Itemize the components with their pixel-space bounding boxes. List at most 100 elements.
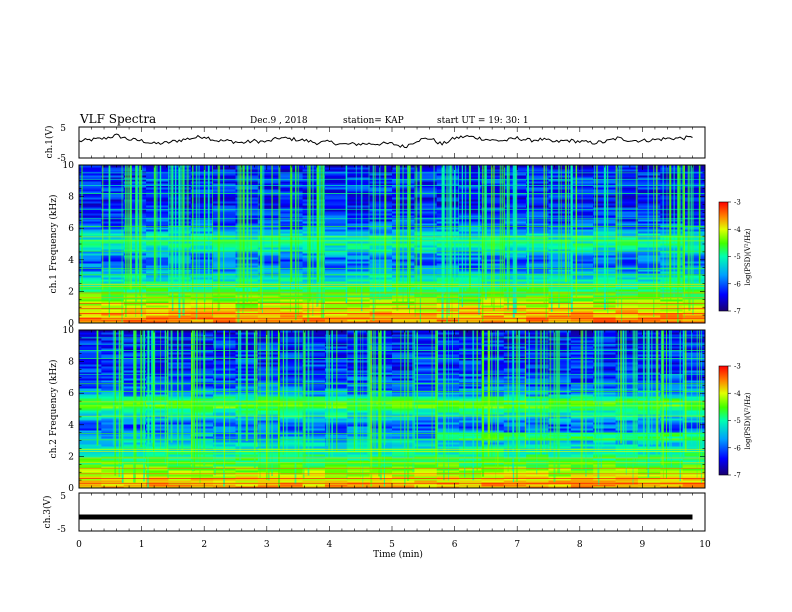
burst-line	[102, 165, 104, 291]
spectrogram-cell	[459, 360, 482, 363]
spectrogram-cell	[637, 468, 661, 471]
spectrogram-cell	[146, 418, 169, 421]
spectrogram-cell	[79, 382, 102, 385]
spectrogram-cell	[168, 330, 192, 333]
spectrogram-cell	[280, 352, 304, 355]
burst-line	[168, 165, 170, 296]
spectrogram-cell	[257, 201, 281, 204]
spectrogram-cell	[101, 173, 125, 176]
spectrogram-cell	[682, 279, 706, 282]
spectrogram-cell	[190, 243, 214, 246]
spectrogram-cell	[347, 291, 371, 294]
spectrogram-cell	[235, 464, 259, 467]
spectrogram-cell	[347, 311, 371, 314]
spectrogram-cell	[280, 301, 304, 304]
spectrogram-cell	[123, 197, 147, 200]
spectrogram-cell	[637, 247, 661, 250]
spectrogram-cell	[414, 221, 438, 224]
spectrogram-cell	[79, 414, 102, 417]
spectrogram-cell	[146, 173, 169, 176]
spectrogram-cell	[168, 416, 192, 419]
spectrogram-cell	[123, 223, 147, 226]
spectrogram-cell	[146, 452, 169, 455]
spectrogram-cell	[392, 376, 415, 379]
spectrogram-cell	[123, 193, 147, 196]
spectrogram-cell	[526, 247, 549, 250]
spectrogram-cell	[101, 388, 125, 391]
spectrogram-cell	[526, 223, 549, 226]
burst-line	[362, 330, 364, 488]
spectrogram-cell	[347, 265, 371, 268]
spectrogram-cell	[392, 468, 415, 471]
spectrogram-cell	[615, 293, 639, 296]
spectrogram-cell	[637, 261, 661, 264]
spectrogram-cell	[682, 370, 706, 373]
spectrogram-cell	[660, 255, 684, 258]
spectrogram-cell	[235, 452, 259, 455]
spectrogram-cell	[615, 175, 639, 178]
spectrogram-cell	[190, 474, 214, 477]
spectrogram-cell	[213, 199, 236, 202]
burst-line	[414, 330, 416, 455]
spectrogram-cell	[637, 253, 661, 256]
spectrogram-cell	[347, 295, 371, 298]
spectrogram-cell	[503, 404, 527, 407]
spectrogram-cell	[146, 422, 169, 425]
spectrogram-cell	[392, 408, 415, 411]
spectrogram-cell	[481, 344, 505, 347]
burst-line	[192, 165, 194, 293]
spectrogram-cell	[101, 332, 125, 335]
spectrogram-cell	[682, 237, 706, 240]
spectrogram-cell	[503, 420, 527, 423]
spectrogram-cell	[146, 315, 169, 318]
spectrogram-cell	[682, 269, 706, 272]
spectrogram-cell	[213, 301, 236, 304]
spectrogram-cell	[615, 311, 639, 314]
spectrogram-cell	[548, 219, 572, 222]
burst-line	[322, 165, 325, 319]
spectrogram-cell	[324, 247, 348, 250]
spectrogram-cell	[302, 185, 326, 188]
spectrogram-cell	[414, 279, 438, 282]
spectrogram-cell	[414, 470, 438, 473]
spectrogram-cell	[548, 229, 572, 232]
spectrogram-cell	[436, 291, 460, 294]
spectrogram-cell	[570, 474, 594, 477]
spectrogram-cell	[414, 456, 438, 459]
spectrogram-cell	[302, 169, 326, 172]
spectrogram-cell	[526, 319, 549, 322]
spectrogram-cell	[302, 243, 326, 246]
spectrogram-cell	[459, 313, 482, 316]
spectrogram-cell	[682, 301, 706, 304]
spectrogram-cell	[526, 305, 549, 308]
spectrogram-cell	[79, 470, 102, 473]
ch1-ytick-top: 5	[60, 124, 66, 134]
spectrogram-cell	[347, 193, 371, 196]
spectrogram-cell	[436, 217, 460, 220]
spectrogram-cell	[347, 165, 371, 168]
spectrogram-cell	[146, 309, 169, 312]
spectrogram-cell	[101, 219, 125, 222]
spectrogram-cell	[548, 295, 572, 298]
spectrogram-cell	[548, 223, 572, 226]
spectrogram-cell	[392, 386, 415, 389]
spectrogram-cell	[280, 458, 304, 461]
burst-line	[246, 165, 249, 299]
spectrogram-cell	[615, 332, 639, 335]
spectrogram-cell	[369, 253, 393, 256]
spectrogram-cell	[593, 376, 617, 379]
spectrogram-cell	[414, 420, 438, 423]
spectrogram-cell	[324, 263, 348, 266]
spectrogram-cell	[526, 307, 549, 310]
spectrogram-cell	[682, 277, 706, 280]
spectrogram-cell	[101, 177, 125, 180]
spectrogram-cell	[660, 480, 684, 483]
spectrogram-cell	[369, 169, 393, 172]
spectrogram-cell	[280, 372, 304, 375]
spectrogram-cell	[146, 179, 169, 182]
spectrogram-cell	[79, 269, 102, 272]
spectrogram-cell	[324, 462, 348, 465]
spectrogram-cell	[593, 412, 617, 415]
spectrogram-cell	[593, 332, 617, 335]
spectrogram-cell	[682, 446, 706, 449]
